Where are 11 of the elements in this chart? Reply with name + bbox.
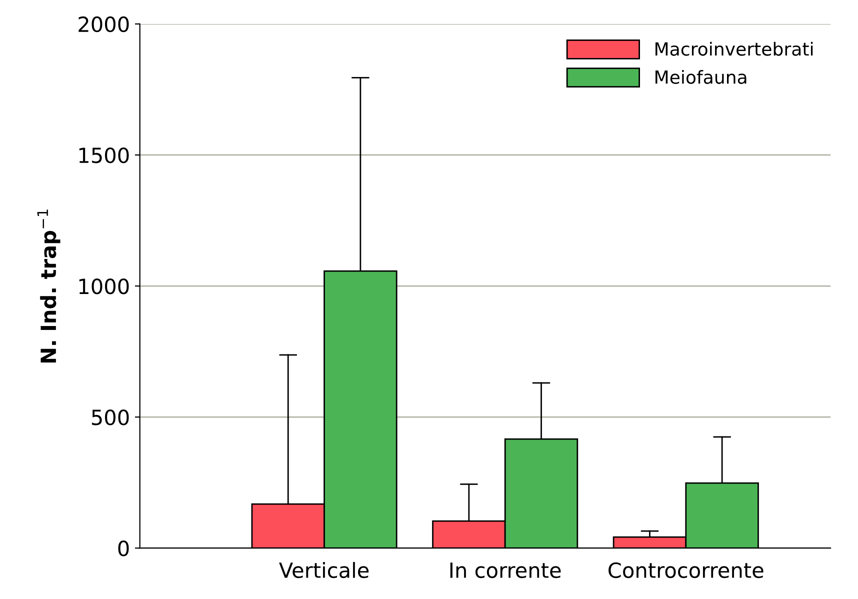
x-tick-label: Verticale: [279, 562, 369, 578]
legend-label: Macroinvertebrati: [656, 42, 813, 56]
legend-label: Meiofauna: [656, 70, 746, 84]
y-axis-title: N. Ind. trap$^{−1}$: [37, 210, 60, 363]
y-tick-label: 500: [92, 410, 129, 426]
y-tick-label: 2000: [78, 16, 129, 32]
y-tick-label: 0: [118, 540, 129, 556]
x-tick-label: Controcorrente: [608, 562, 764, 578]
y-tick-label: 1000: [79, 278, 129, 294]
y-tick-label: 1500: [79, 147, 129, 164]
x-tick-label: In corrente: [450, 562, 561, 578]
